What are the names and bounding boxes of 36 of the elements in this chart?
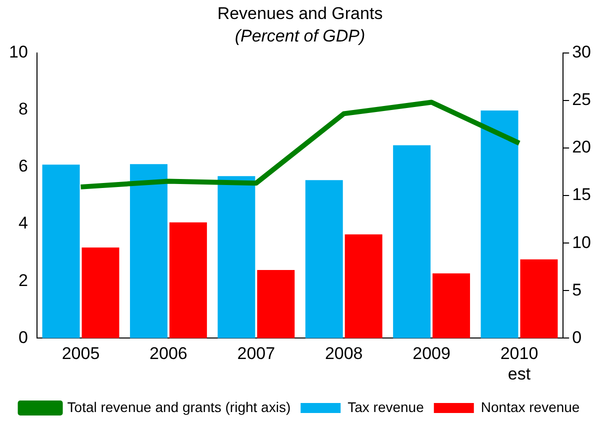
bar bbox=[432, 273, 470, 338]
y2-tick-label: 30 bbox=[572, 42, 592, 62]
bar bbox=[169, 222, 207, 338]
x-tick-label: 2010 est bbox=[500, 344, 538, 384]
y-tick-label: 8 bbox=[18, 100, 28, 119]
bar bbox=[305, 180, 343, 338]
legend-label: Total revenue and grants (right axis) bbox=[67, 398, 291, 415]
y2-tick-label: 0 bbox=[572, 328, 582, 347]
legend-label: Tax revenue bbox=[348, 398, 424, 415]
bar bbox=[257, 270, 295, 338]
y2-tick-label: 10 bbox=[572, 232, 592, 252]
y2-tick-label: 5 bbox=[572, 280, 582, 300]
y-tick-label: 2 bbox=[18, 270, 28, 290]
x-tick-label: 2007 bbox=[237, 344, 276, 364]
bar bbox=[393, 145, 431, 338]
x-tick-label: 2008 bbox=[324, 344, 363, 364]
x-tick-label: 2009 bbox=[412, 344, 450, 364]
chart-title: Revenues and Grants bbox=[217, 4, 383, 23]
y2-tick-label: 15 bbox=[572, 185, 592, 204]
bar bbox=[82, 247, 120, 338]
y-tick-label: 4 bbox=[18, 214, 28, 233]
y-tick-label: 10 bbox=[8, 42, 28, 62]
y-tick-label: 0 bbox=[18, 328, 28, 347]
legend-label: Nontax revenue bbox=[480, 398, 580, 415]
y-tick-label: 6 bbox=[18, 156, 28, 176]
y2-tick-label: 20 bbox=[572, 138, 592, 157]
bar bbox=[344, 234, 382, 338]
bar bbox=[130, 164, 168, 338]
bar bbox=[42, 164, 80, 338]
x-tick-label: 2006 bbox=[150, 344, 188, 364]
bar bbox=[218, 176, 256, 338]
bar bbox=[480, 110, 518, 338]
bar bbox=[520, 259, 558, 338]
chart-subtitle: (Percent of GDP) bbox=[234, 26, 366, 46]
x-tick-label: 2005 bbox=[62, 344, 100, 364]
y2-tick-label: 25 bbox=[572, 90, 592, 110]
